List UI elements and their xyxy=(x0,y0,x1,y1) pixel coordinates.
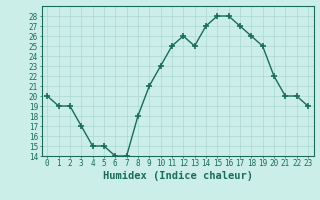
X-axis label: Humidex (Indice chaleur): Humidex (Indice chaleur) xyxy=(103,171,252,181)
